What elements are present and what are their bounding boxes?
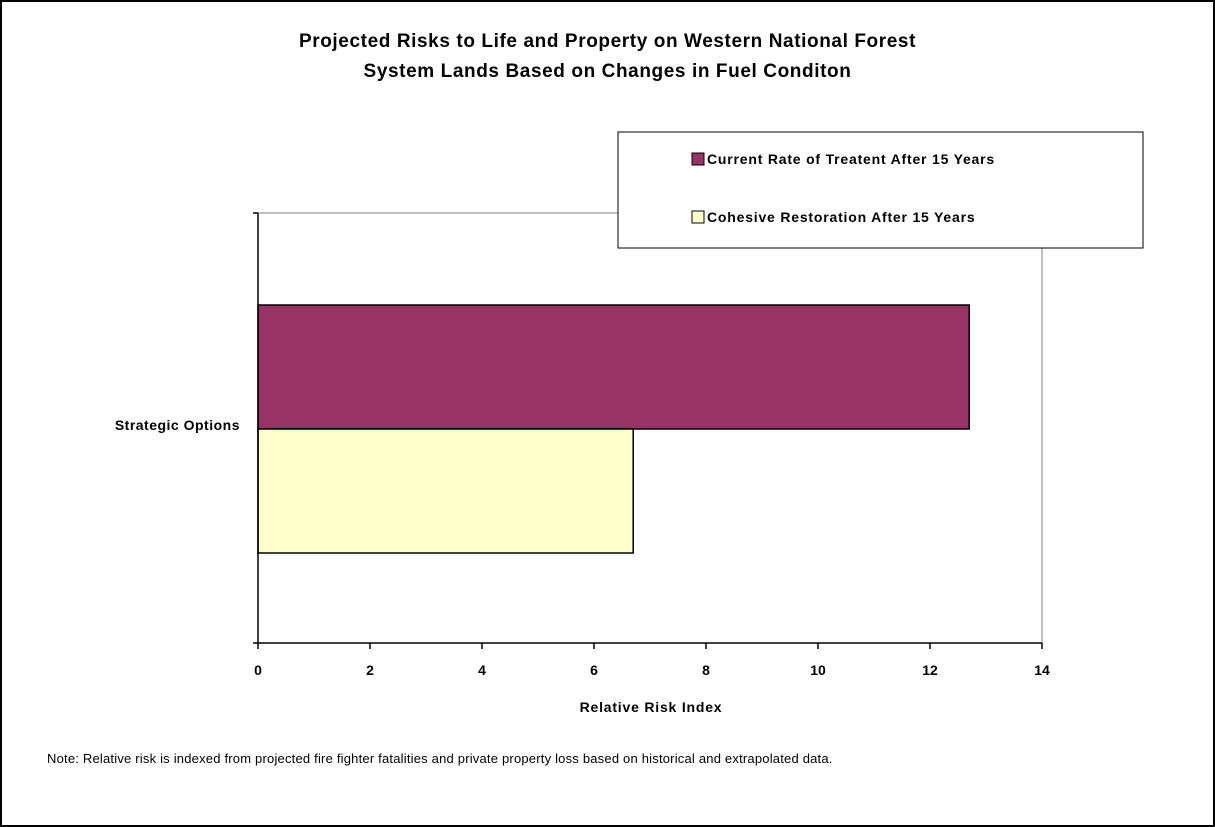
category-label: Strategic Options [115, 417, 240, 433]
legend-swatch-0 [691, 152, 705, 166]
x-tick-label-4: 4 [478, 662, 486, 678]
legend-swatch-1 [691, 210, 705, 224]
x-tick-label-0: 0 [254, 662, 262, 678]
legend: Current Rate of Treatent After 15 Years C… [617, 131, 1144, 249]
axes-group: Strategic Options 0 2 4 6 8 10 12 14 Relative Ris… [115, 212, 1050, 715]
x-tick-label-6: 6 [590, 662, 598, 678]
x-tick-label-2: 2 [366, 662, 374, 678]
legend-box [617, 131, 1144, 249]
bars-group [257, 304, 970, 554]
bar-current-rate [257, 304, 970, 430]
footnote: Note: Relative risk is indexed from proj… [47, 751, 833, 766]
x-tick-label-14: 14 [1034, 662, 1050, 678]
chart-title-line-2: System Lands Based on Changes in Fuel Co… [363, 61, 852, 82]
bar-cohesive-restoration [257, 428, 634, 554]
legend-label-0: Current Rate of Treatent After 15 Years [707, 151, 995, 167]
legend-label-1: Cohesive Restoration After 15 Years [707, 209, 975, 225]
x-tick-label-8: 8 [702, 662, 710, 678]
chart-title-line-1: Projected Risks to Life and Property on … [298, 31, 917, 52]
x-axis-title: Relative Risk Index [580, 699, 723, 715]
x-tick-label-10: 10 [810, 662, 826, 678]
x-tick-label-12: 12 [922, 662, 938, 678]
